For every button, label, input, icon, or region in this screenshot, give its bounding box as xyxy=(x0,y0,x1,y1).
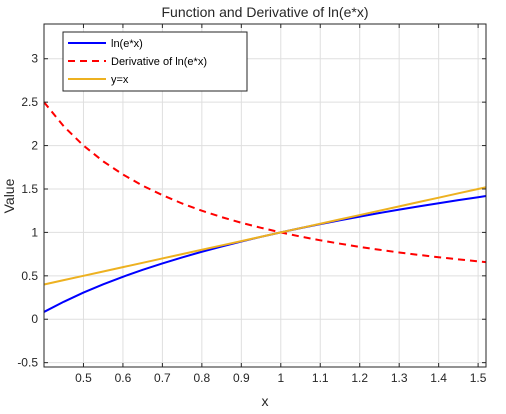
series-line-0 xyxy=(43,195,487,313)
chart-title: Function and Derivative of ln(e*x) xyxy=(162,4,369,20)
legend-label-1: Derivative of ln(e*x) xyxy=(111,56,207,68)
x-axis-label: x xyxy=(262,393,269,409)
y-tick-label: 0 xyxy=(31,312,38,326)
y-tick-label: 3 xyxy=(31,52,38,66)
x-tick-label: 1.3 xyxy=(391,371,408,385)
x-tick-label: 0.8 xyxy=(194,371,211,385)
axes-box xyxy=(43,23,487,368)
legend-label-2: y=x xyxy=(111,74,129,86)
y-axis-label: Value xyxy=(1,178,17,213)
x-tick-label: 1 xyxy=(277,371,284,385)
x-tick-label: 0.5 xyxy=(75,371,92,385)
y-tick-label: 2.5 xyxy=(21,95,38,109)
series-line-2 xyxy=(43,186,487,286)
x-tick-label: 0.7 xyxy=(154,371,171,385)
grid xyxy=(44,24,486,367)
y-tick-label: 1.5 xyxy=(21,182,38,196)
y-tick-label: 1 xyxy=(31,225,38,239)
x-tick-label: 1.2 xyxy=(351,371,368,385)
series-line-1 xyxy=(43,101,487,264)
plot-area xyxy=(43,101,487,313)
y-tick-label: 2 xyxy=(31,139,38,153)
axis-ticks: 0.5 0.6 0.7 0.8 0.9 1 1.1 1.2 1.3 1.4 1.5 -0.5 0 0.5 1… xyxy=(17,24,487,385)
legend: ln(e*x) Derivative of ln(e*x) y=x xyxy=(62,31,248,92)
legend-label-0: ln(e*x) xyxy=(111,38,143,50)
x-tick-label: 1.4 xyxy=(430,371,447,385)
x-tick-label: 0.9 xyxy=(233,371,250,385)
x-tick-label: 1.5 xyxy=(470,371,487,385)
x-tick-label: 1.1 xyxy=(312,371,329,385)
x-tick-label: 0.6 xyxy=(115,371,132,385)
y-tick-label: -0.5 xyxy=(17,356,38,370)
y-tick-label: 0.5 xyxy=(21,269,38,283)
